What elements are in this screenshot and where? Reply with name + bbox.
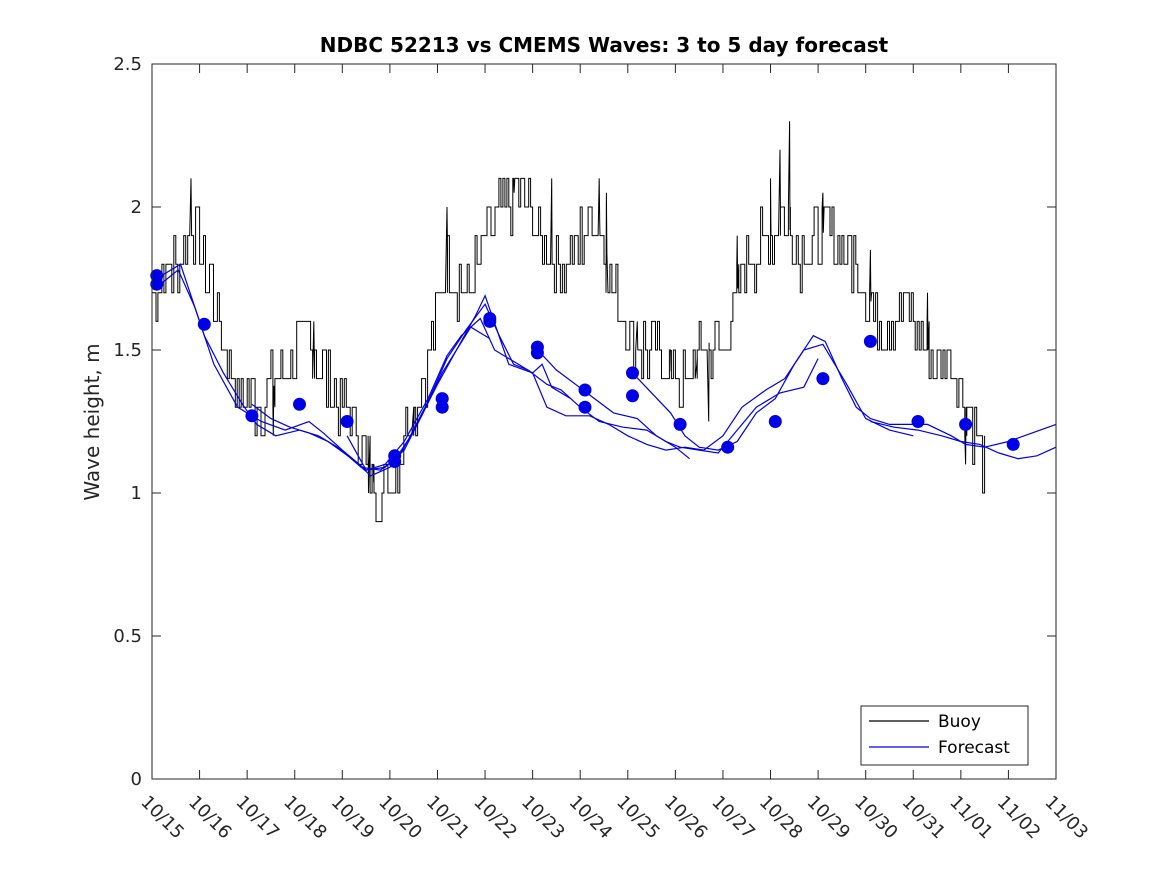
forecast-marker-19 xyxy=(673,417,687,431)
y-tick-label: 2.5 xyxy=(113,54,142,75)
forecast-marker-4 xyxy=(245,409,259,423)
forecast-line-7 xyxy=(870,420,1057,460)
forecast-marker-14 xyxy=(530,346,544,360)
y-tick-label: 1 xyxy=(131,483,142,504)
x-tick-label: 10/21 xyxy=(422,792,474,844)
axes-box xyxy=(151,63,1057,780)
x-tick-label: 10/28 xyxy=(755,792,807,844)
x-tick-label: 10/29 xyxy=(803,792,855,844)
x-tick-label: 10/16 xyxy=(184,792,236,844)
x-tick-label: 10/23 xyxy=(517,792,569,844)
forecast-line-5 xyxy=(534,346,690,460)
y-tick-label: 2 xyxy=(131,197,142,218)
x-tick-label: 10/26 xyxy=(660,792,712,844)
legend-buoy-label: Buoy xyxy=(938,712,981,732)
x-tick-label: 10/24 xyxy=(565,792,617,844)
forecast-series xyxy=(156,263,1057,477)
forecast-marker-16 xyxy=(578,400,592,414)
x-tick-label: 11/03 xyxy=(1040,792,1092,844)
x-tick-label: 10/22 xyxy=(470,792,522,844)
legend-forecast-label: Forecast xyxy=(938,738,1010,758)
forecast-marker-6 xyxy=(340,415,354,428)
x-tick-label: 11/02 xyxy=(993,792,1045,844)
forecast-marker-25 xyxy=(959,417,973,431)
forecast-line-4 xyxy=(346,317,914,471)
plot-frame xyxy=(152,64,1056,779)
forecast-marker-18 xyxy=(626,389,639,403)
forecast-marker-23 xyxy=(863,334,877,348)
forecast-line-6 xyxy=(632,334,1057,451)
x-tick-label: 10/17 xyxy=(232,792,284,844)
forecast-marker-24 xyxy=(911,415,925,428)
y-axis-label: Wave height, m xyxy=(80,343,104,500)
x-tick-label: 10/30 xyxy=(850,792,902,844)
x-tick-label: 10/20 xyxy=(374,792,426,844)
x-tick-label: 10/19 xyxy=(327,792,379,844)
x-tick-label: 10/27 xyxy=(707,792,759,844)
forecast-line-2 xyxy=(156,263,572,471)
y-tick-label: 0 xyxy=(131,769,142,790)
forecast-marker-26 xyxy=(1006,437,1020,451)
forecast-marker-20 xyxy=(721,440,735,454)
buoy-series xyxy=(152,121,986,523)
forecast-marker-21 xyxy=(768,415,782,428)
forecast-marker-22 xyxy=(816,372,830,386)
chart-title: NDBC 52213 vs CMEMS Waves: 3 to 5 day fo… xyxy=(320,33,889,57)
y-tick-label: 0.5 xyxy=(113,626,142,647)
forecast-marker-2 xyxy=(150,277,164,291)
x-tick-label: 10/25 xyxy=(612,792,664,844)
forecast-marker-10 xyxy=(435,400,449,414)
forecast-markers xyxy=(150,269,1020,468)
legend: Buoy Forecast xyxy=(860,705,1029,766)
x-tick-label: 10/31 xyxy=(898,792,950,844)
forecast-marker-15 xyxy=(578,383,592,397)
legend-box xyxy=(860,705,1029,766)
forecast-marker-3 xyxy=(197,317,211,331)
y-tick-label: 1.5 xyxy=(113,340,142,361)
forecast-marker-8 xyxy=(388,455,402,468)
forecast-marker-12 xyxy=(483,314,497,328)
x-tick-label: 11/01 xyxy=(945,792,997,844)
buoy-line xyxy=(152,121,986,523)
forecast-marker-17 xyxy=(626,366,639,380)
plot-background xyxy=(152,64,1056,779)
x-tick-label: 10/18 xyxy=(279,792,331,844)
x-tick-label: 10/15 xyxy=(136,792,188,844)
forecast-marker-5 xyxy=(293,397,306,411)
